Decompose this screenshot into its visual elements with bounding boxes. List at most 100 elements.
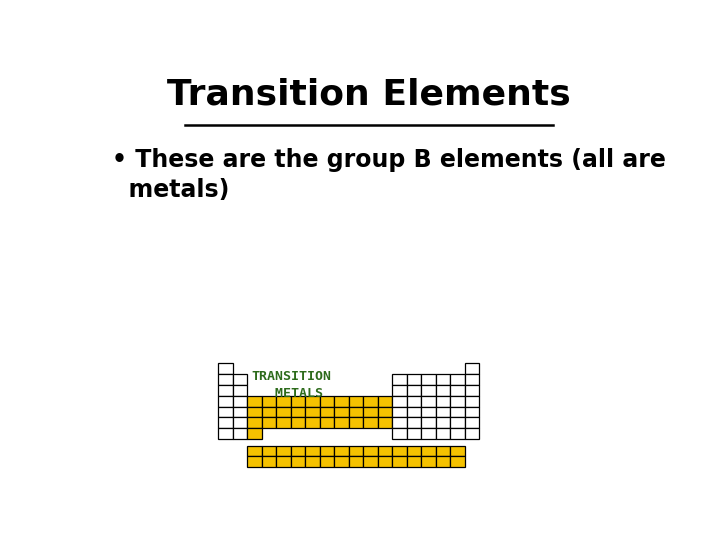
- Bar: [451, 396, 465, 407]
- Bar: [421, 417, 436, 428]
- Bar: [407, 428, 421, 439]
- Bar: [233, 417, 248, 428]
- Bar: [436, 428, 451, 439]
- Bar: [291, 446, 305, 456]
- Bar: [305, 446, 320, 456]
- Bar: [465, 363, 480, 374]
- Bar: [465, 428, 480, 439]
- Bar: [349, 407, 364, 417]
- Bar: [378, 407, 392, 417]
- Bar: [436, 446, 451, 456]
- Bar: [349, 446, 364, 456]
- Bar: [451, 446, 465, 456]
- Bar: [392, 396, 407, 407]
- Bar: [262, 456, 276, 467]
- Bar: [233, 396, 248, 407]
- Bar: [465, 374, 480, 385]
- Bar: [465, 385, 480, 396]
- Bar: [334, 456, 349, 467]
- Bar: [320, 417, 334, 428]
- Bar: [262, 407, 276, 417]
- Bar: [248, 446, 262, 456]
- Bar: [465, 417, 480, 428]
- Bar: [407, 446, 421, 456]
- Bar: [407, 374, 421, 385]
- Bar: [451, 407, 465, 417]
- Bar: [291, 396, 305, 407]
- Bar: [233, 428, 248, 439]
- Bar: [218, 385, 233, 396]
- Bar: [392, 446, 407, 456]
- Bar: [436, 374, 451, 385]
- Bar: [320, 446, 334, 456]
- Bar: [392, 374, 407, 385]
- Bar: [364, 446, 378, 456]
- Bar: [218, 374, 233, 385]
- Bar: [392, 417, 407, 428]
- Bar: [233, 407, 248, 417]
- Bar: [407, 407, 421, 417]
- Bar: [421, 396, 436, 407]
- Bar: [465, 407, 480, 417]
- Bar: [407, 417, 421, 428]
- Bar: [436, 417, 451, 428]
- Bar: [436, 396, 451, 407]
- Bar: [465, 396, 480, 407]
- Bar: [248, 417, 262, 428]
- Bar: [276, 417, 291, 428]
- Bar: [262, 446, 276, 456]
- Bar: [378, 396, 392, 407]
- Bar: [276, 407, 291, 417]
- Bar: [364, 417, 378, 428]
- Bar: [392, 407, 407, 417]
- Bar: [392, 428, 407, 439]
- Bar: [218, 396, 233, 407]
- Bar: [262, 417, 276, 428]
- Bar: [451, 428, 465, 439]
- Bar: [364, 456, 378, 467]
- Bar: [320, 407, 334, 417]
- Bar: [378, 456, 392, 467]
- Bar: [291, 407, 305, 417]
- Bar: [218, 428, 233, 439]
- Bar: [421, 374, 436, 385]
- Bar: [364, 396, 378, 407]
- Bar: [407, 396, 421, 407]
- Bar: [378, 417, 392, 428]
- Bar: [305, 456, 320, 467]
- Bar: [320, 396, 334, 407]
- Bar: [218, 363, 233, 374]
- Bar: [334, 417, 349, 428]
- Bar: [334, 407, 349, 417]
- Bar: [364, 407, 378, 417]
- Bar: [320, 456, 334, 467]
- Bar: [305, 396, 320, 407]
- Text: TRANSITION
  METALS: TRANSITION METALS: [251, 370, 331, 400]
- Bar: [451, 374, 465, 385]
- Bar: [334, 446, 349, 456]
- Bar: [248, 428, 262, 439]
- Bar: [436, 385, 451, 396]
- Bar: [349, 456, 364, 467]
- Bar: [451, 417, 465, 428]
- Bar: [218, 407, 233, 417]
- Bar: [407, 456, 421, 467]
- Bar: [334, 396, 349, 407]
- Bar: [233, 385, 248, 396]
- Bar: [421, 407, 436, 417]
- Bar: [305, 417, 320, 428]
- Bar: [248, 456, 262, 467]
- Bar: [218, 417, 233, 428]
- Bar: [276, 396, 291, 407]
- Bar: [421, 446, 436, 456]
- Bar: [291, 456, 305, 467]
- Bar: [248, 407, 262, 417]
- Bar: [349, 417, 364, 428]
- Bar: [392, 456, 407, 467]
- Bar: [392, 385, 407, 396]
- Bar: [349, 396, 364, 407]
- Bar: [451, 456, 465, 467]
- Bar: [233, 374, 248, 385]
- Bar: [276, 446, 291, 456]
- Text: Transition Elements: Transition Elements: [167, 77, 571, 111]
